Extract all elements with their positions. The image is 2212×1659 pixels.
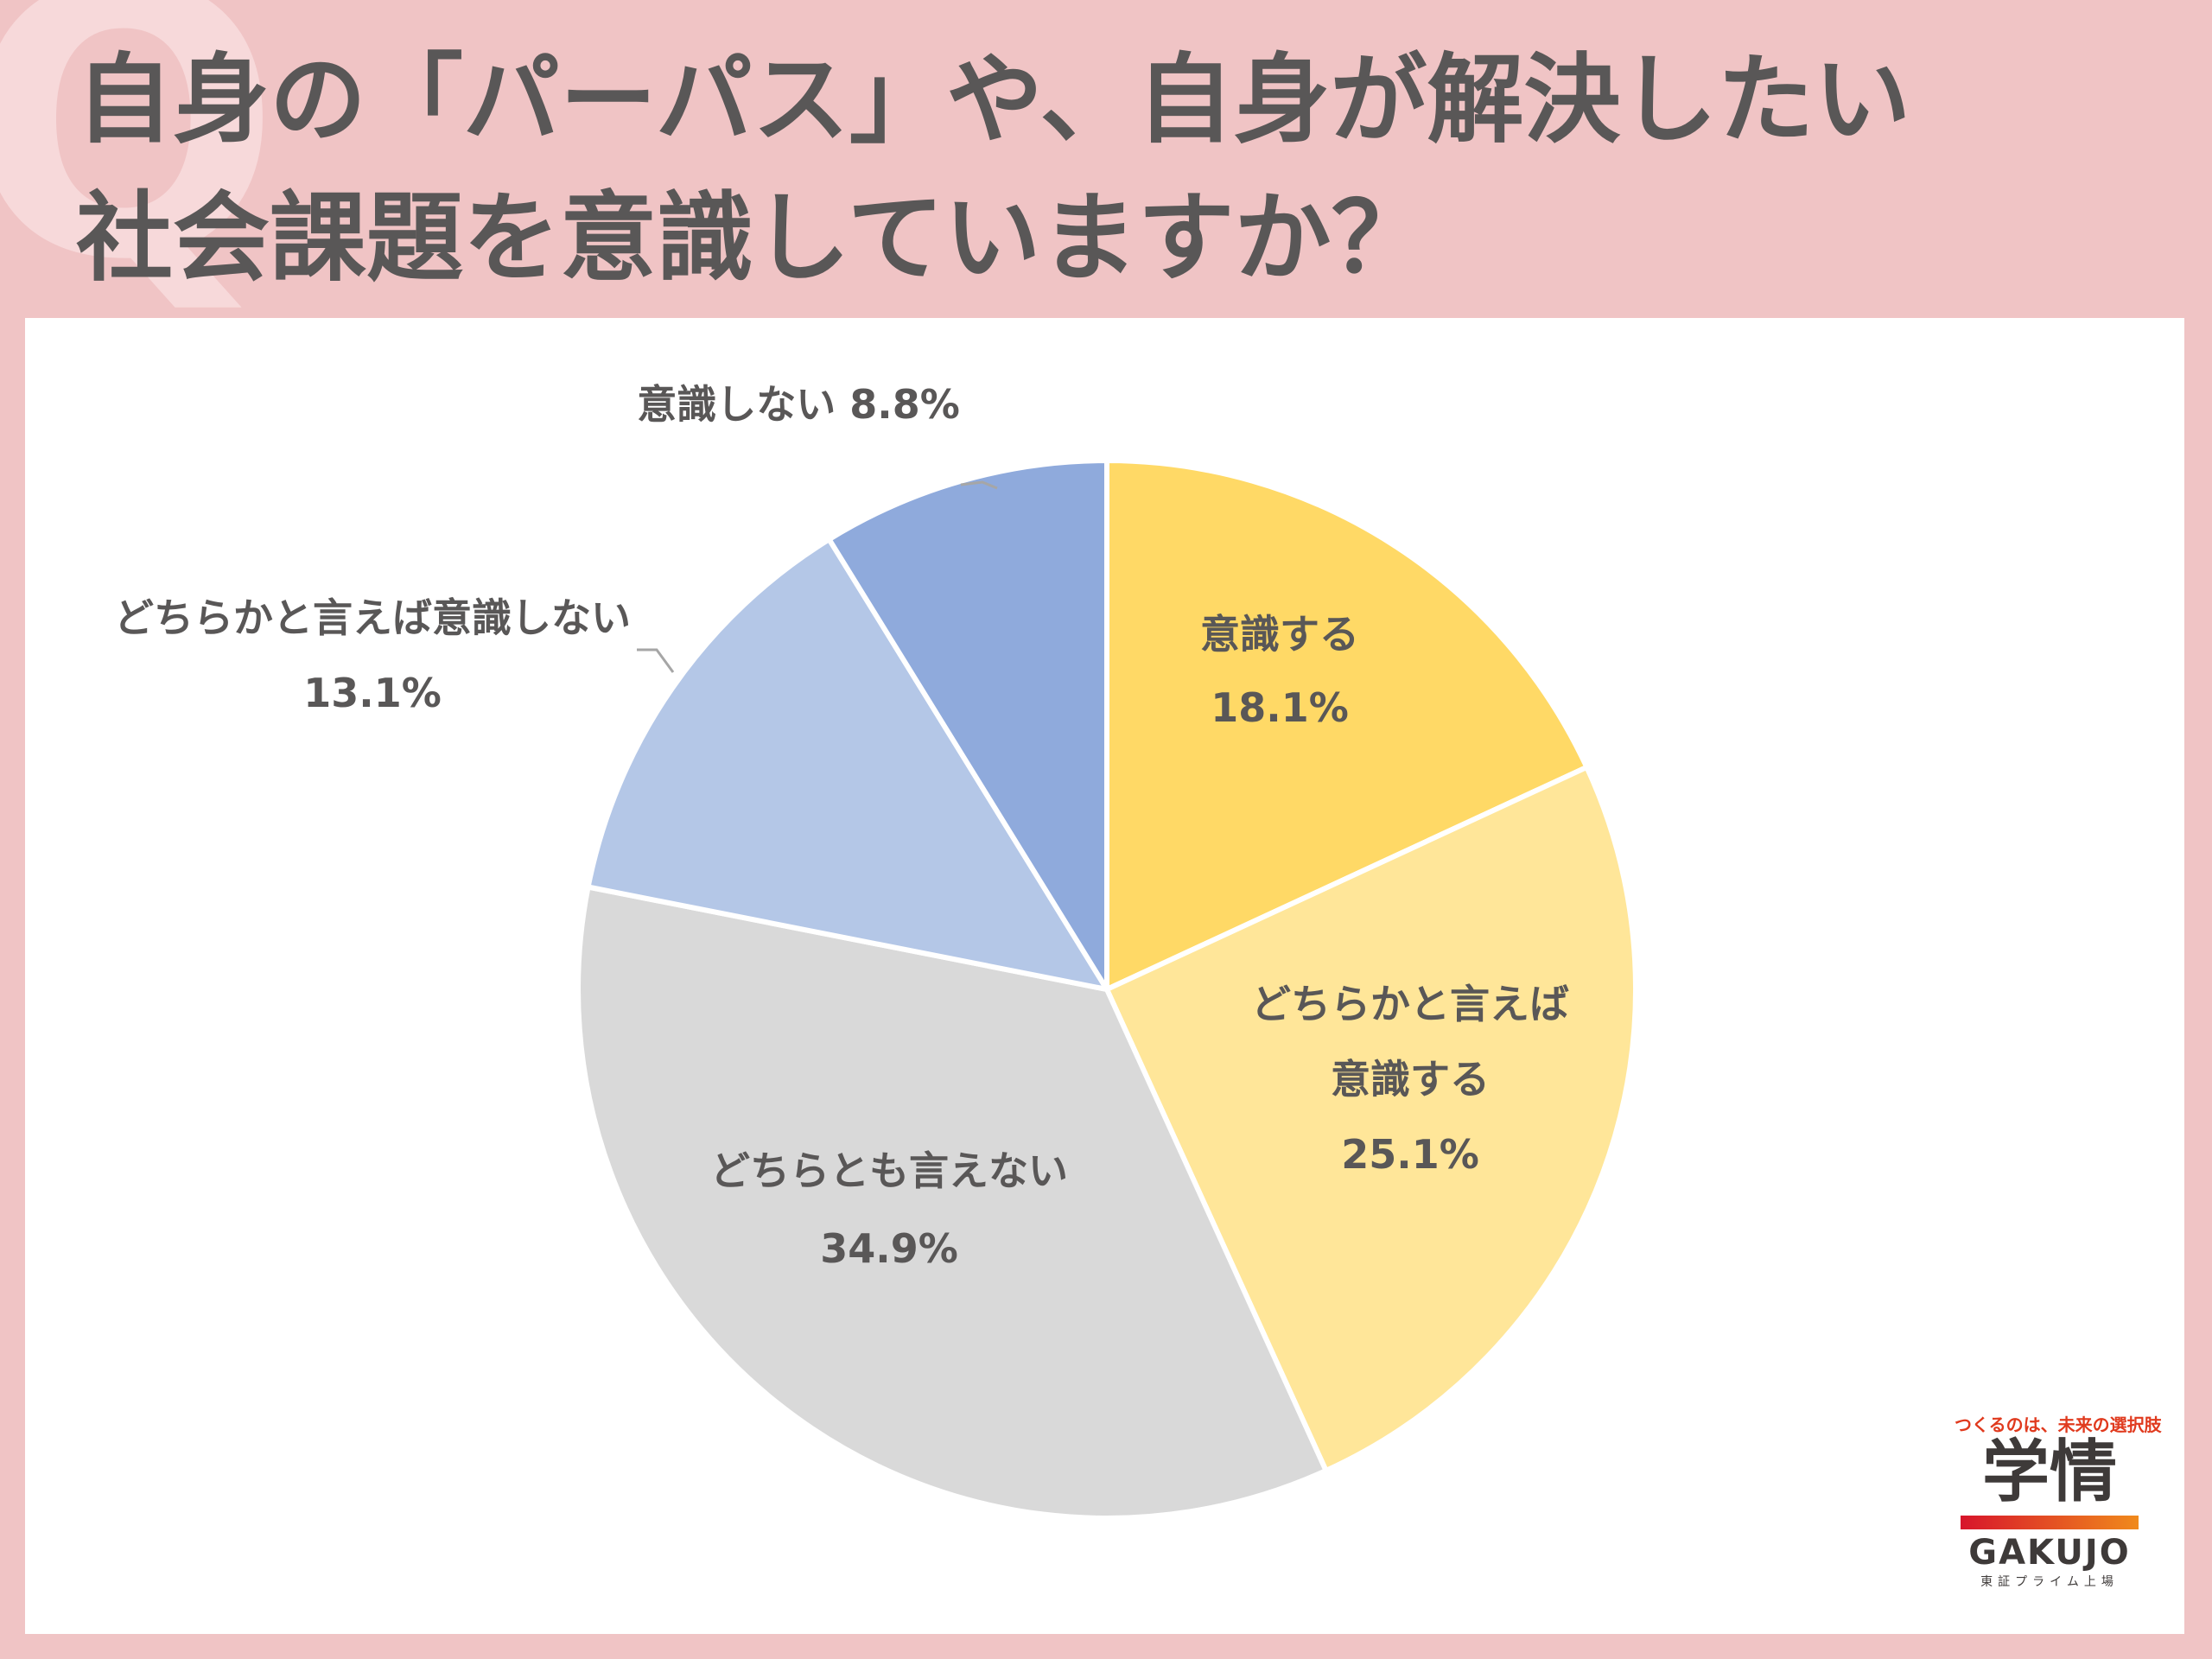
slice-label-2-line-1: どちらかと言えば [1251,981,1569,1027]
slice-label-4-line-2: 13.1% [303,670,442,716]
leader-line-2 [637,648,675,673]
title-line-1: 自身の「パーパス」や、自身が解決したい [76,44,1911,156]
leader-line-1 [960,480,998,490]
slice-label-1-line-1: 意識する [1200,611,1359,658]
pie-slice-5 [826,458,1109,992]
slice-label-2-line-2: 意識する [1331,1056,1490,1103]
pie-slice-4 [585,537,1109,992]
pie-slice-2 [1104,764,1639,1473]
gakujo-logo: つくるのは、未来の選択肢 学情 GAKUJO 東証プライム上場 [1955,1411,2162,1590]
page-title: 自身の「パーパス」や、自身が解決したい 社会課題を意識していますか？ [76,31,2150,308]
slice-label-4-line-1: どちらかと言えば意識しない [114,594,631,641]
slice-label-3-line-2: 34.9% [820,1225,958,1272]
title-line-2: 社会課題を意識していますか？ [76,182,1428,295]
q-watermark: Q [0,0,282,341]
pie-slice-1 [1104,458,1590,992]
logo-subtext: 東証プライム上場 [1980,1574,2119,1589]
chart-panel: 意識する 18.1% どちらかと言えば 意識する 25.1% どちらとも言えない 34.9%… [25,318,2184,1634]
slice-label-2-line-3: 25.1% [1341,1131,1479,1178]
logo-brand: GAKUJO [1968,1532,2131,1573]
pie-chart: 意識する18.1%どちらかと言えば意識する25.1%どちらとも言えない34.9%… [114,381,1639,1522]
logo-tagline: つくるのは、未来の選択肢 [1955,1414,2162,1435]
slice-label-5-line-1: 意識しない 8.8% [637,381,960,428]
pie-slice-3 [575,884,1329,1522]
logo-mark: 学情 [1981,1433,2117,1511]
logo-gradient-bar [1961,1515,2139,1529]
slice-label-3-line-1: どちらとも言えない [710,1147,1068,1194]
slice-label-1-line-2: 18.1% [1211,684,1349,731]
